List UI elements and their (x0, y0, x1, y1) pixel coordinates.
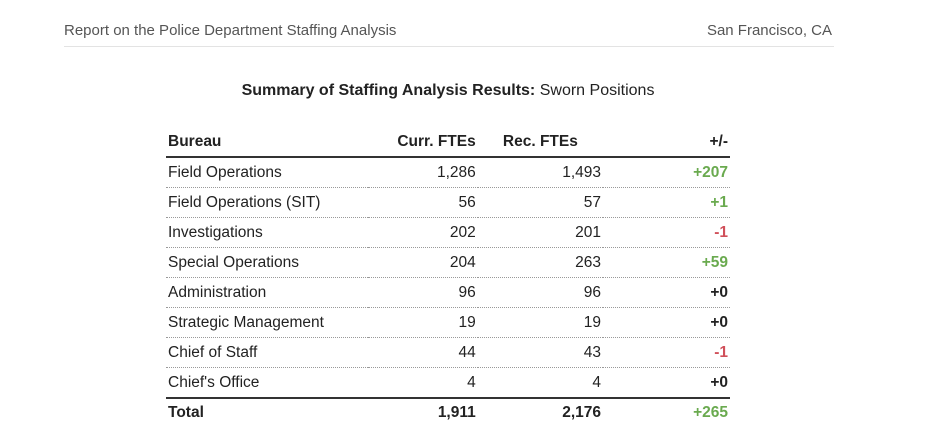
table-row: Strategic Management 19 19 +0 (166, 307, 730, 338)
table-row: Chief of Staff 44 43 -1 (166, 337, 730, 368)
row-diff: +0 (603, 307, 730, 338)
row-diff: -1 (603, 217, 730, 248)
column-header-diff: +/- (603, 127, 730, 158)
row-curr-ftes: 202 (367, 217, 478, 248)
report-title: Report on the Police Department Staffing… (64, 22, 397, 39)
table-row: Special Operations 204 263 +59 (166, 247, 730, 278)
row-diff: +1 (603, 187, 730, 218)
column-header-rec-ftes: Rec. FTEs (477, 127, 604, 158)
table-row: Field Operations (SIT) 56 57 +1 (166, 187, 730, 218)
row-bureau: Administration (166, 277, 368, 308)
table-body: Field Operations 1,286 1,493 +207 Field Oper… (166, 157, 730, 398)
row-rec-ftes: 1,493 (477, 157, 604, 188)
total-rec-ftes: 2,176 (477, 397, 604, 426)
table-title-bold: Summary of Staffing Analysis Results: (241, 82, 536, 99)
column-header-bureau: Bureau (166, 127, 368, 158)
table-row: Investigations 202 201 -1 (166, 217, 730, 248)
row-bureau: Chief of Staff (166, 337, 368, 368)
row-rec-ftes: 263 (477, 247, 604, 278)
row-bureau: Investigations (166, 217, 368, 248)
row-diff: +207 (603, 157, 730, 188)
row-curr-ftes: 19 (367, 307, 478, 338)
row-bureau: Chief's Office (168, 373, 260, 391)
row-rec-ftes: 57 (477, 187, 604, 218)
row-curr-ftes: 4 (467, 373, 476, 391)
column-header-curr-ftes: Curr. FTEs (367, 127, 478, 158)
table-title-normal: Sworn Positions (539, 82, 655, 99)
row-rec-ftes: 96 (477, 277, 604, 308)
row-curr-ftes: 44 (367, 337, 478, 368)
row-rec-ftes: 19 (477, 307, 604, 338)
row-rec-ftes: 201 (477, 217, 604, 248)
row-bureau: Special Operations (166, 247, 368, 278)
row-curr-ftes: 1,286 (367, 157, 478, 188)
row-bureau: Field Operations (SIT) (166, 187, 368, 218)
row-rec-ftes: 43 (477, 337, 604, 368)
row-curr-ftes: 96 (367, 277, 478, 308)
table-row: Administration 96 96 +0 (166, 277, 730, 308)
row-diff: +59 (603, 247, 730, 278)
row-curr-ftes: 204 (367, 247, 478, 278)
page-header: Report on the Police Department Staffing… (64, 22, 834, 47)
row-diff: +0 (710, 373, 728, 391)
row-diff: -1 (603, 337, 730, 368)
total-label: Total (166, 397, 368, 426)
staffing-summary-table: Bureau Curr. FTEs Rec. FTEs +/- Field Op… (166, 127, 730, 426)
row-curr-ftes: 56 (367, 187, 478, 218)
table-row: Field Operations 1,286 1,493 +207 (166, 157, 730, 188)
table-total-row: Total 1,911 2,176 +265 (166, 397, 730, 426)
table-header-row: Bureau Curr. FTEs Rec. FTEs +/- (166, 127, 730, 158)
table-title: Summary of Staffing Analysis Results: Sw… (0, 82, 896, 100)
table-row: Chief's Office 4 4 +0 (166, 368, 730, 399)
row-bureau: Field Operations (166, 157, 368, 188)
report-location: San Francisco, CA (706, 22, 832, 39)
row-bureau: Strategic Management (166, 307, 368, 338)
row-diff: +0 (603, 277, 730, 308)
total-curr-ftes: 1,911 (367, 397, 478, 426)
total-diff: +265 (603, 397, 730, 426)
row-rec-ftes: 4 (592, 373, 602, 391)
